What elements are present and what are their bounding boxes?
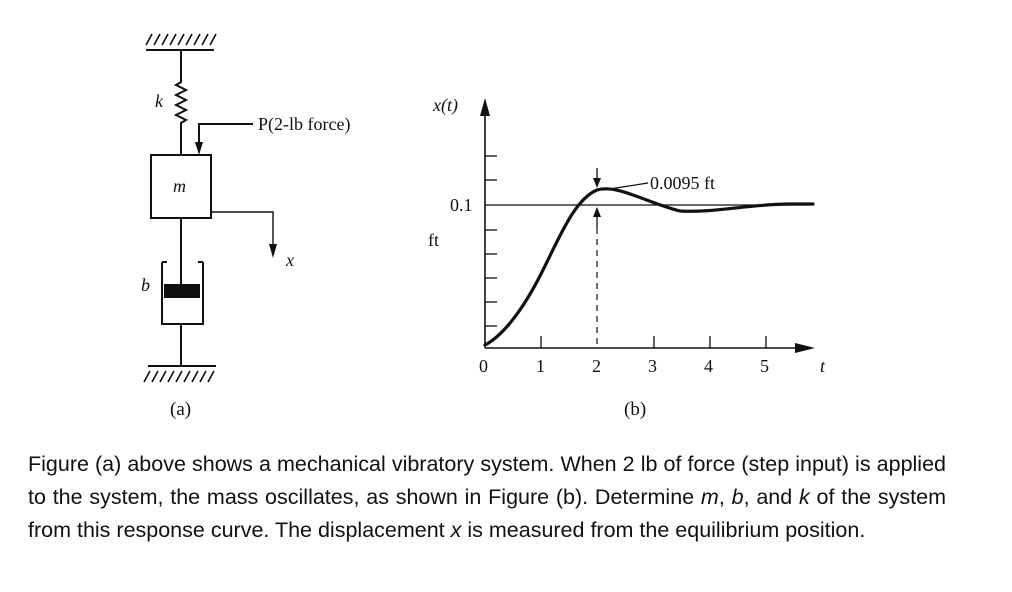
force-arrow (195, 123, 253, 155)
y-axis (480, 98, 490, 348)
y-tick-label: 0.1 (450, 195, 473, 215)
spring (173, 50, 189, 155)
damper (161, 252, 204, 325)
var-x: x (450, 518, 462, 542)
var-b: b (731, 485, 744, 509)
top-ground (145, 33, 217, 51)
x-axis (485, 343, 815, 353)
var-k: k (798, 485, 810, 509)
response-chart (480, 98, 815, 353)
bottom-ground (143, 365, 216, 383)
problem-sep-2: , and (743, 485, 799, 509)
x-tick-label-0: 0 (479, 356, 488, 376)
problem-statement: Figure (a) above shows a mechanical vibr… (28, 448, 946, 547)
caption-a: (a) (170, 399, 191, 420)
problem-text-part-2: of the system from this response curve. … (28, 485, 946, 542)
spring-constant-label: k (155, 91, 164, 111)
overshoot-label: 0.0095 ft (650, 173, 715, 193)
response-curve (483, 187, 815, 347)
x-tick-labels: 0 1 2 3 4 5 (479, 356, 769, 376)
x-axis-ticks (540, 336, 767, 348)
problem-text-part-1: Figure (a) above shows a mechanical vibr… (28, 452, 946, 509)
damping-label: b (141, 275, 150, 295)
y-axis-ticks (485, 155, 497, 327)
x-tick-label-2: 2 (592, 356, 601, 376)
displacement-arrow (211, 211, 277, 258)
caption-b: (b) (624, 399, 646, 420)
x-axis-label: t (820, 356, 826, 376)
x-tick-label-4: 4 (704, 356, 713, 376)
var-m: m (700, 485, 719, 509)
x-tick-label-5: 5 (760, 356, 769, 376)
x-tick-label-3: 3 (648, 356, 657, 376)
overshoot-arrows (593, 168, 601, 228)
y-axis-label: x(t) (432, 95, 458, 116)
figure-canvas: k P(2-lb force) m b x (a) (141, 33, 826, 420)
displacement-label: x (285, 250, 294, 270)
problem-text-part-3: is measured from the equilibrium positio… (461, 518, 866, 542)
problem-sep-1: , (718, 485, 732, 509)
x-tick-label-1: 1 (536, 356, 545, 376)
mass-label: m (173, 176, 186, 196)
force-label: P(2-lb force) (258, 114, 350, 135)
y-unit-label: ft (428, 230, 439, 250)
mechanical-system-diagram (143, 33, 277, 383)
